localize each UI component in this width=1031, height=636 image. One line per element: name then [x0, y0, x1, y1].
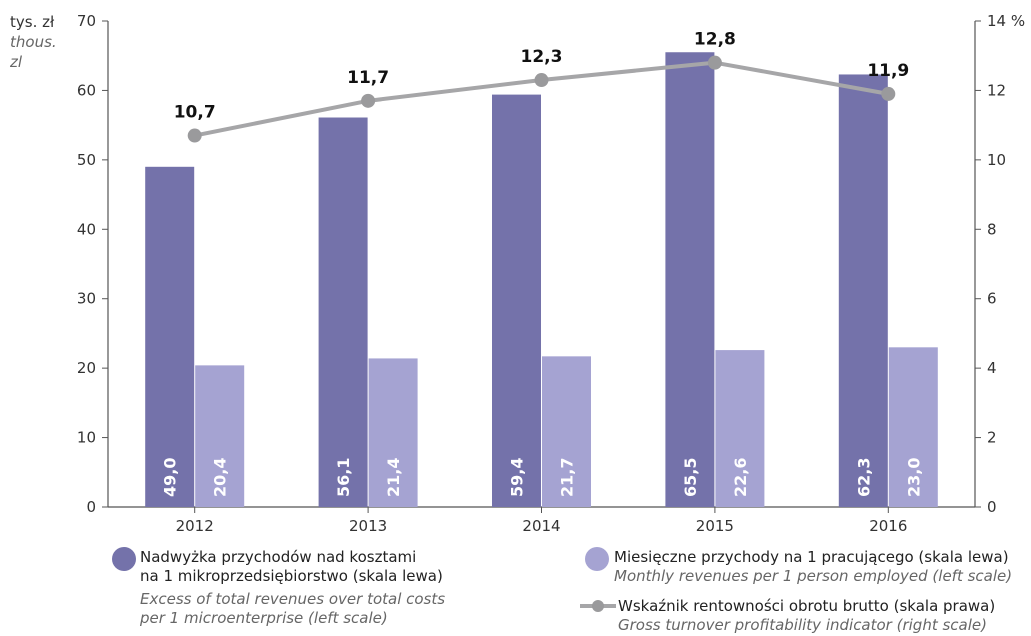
bar-surplus	[665, 52, 715, 507]
legend-monthly-en: Monthly revenues per 1 person employed (…	[614, 567, 1013, 585]
bar-monthly-label: 22,6	[731, 458, 750, 497]
bar-surplus-label: 49,0	[161, 458, 180, 497]
profitability-label: 11,7	[347, 68, 389, 88]
legend-profitability-en: Gross turnover profitability indicator (…	[618, 616, 987, 634]
legend-surplus-pl-1: Nadwyżka przychodów nad kosztami	[140, 548, 417, 566]
bar-surplus	[492, 94, 541, 507]
profitability-point	[881, 86, 896, 101]
right-tick-label: 6	[987, 290, 997, 308]
bar-monthly	[368, 358, 418, 507]
bar-monthly	[542, 356, 591, 507]
profitability-point	[187, 128, 202, 143]
right-tick-label: 8	[987, 220, 997, 238]
left-unit-en-1: thous.	[10, 33, 57, 51]
bar-surplus	[318, 117, 368, 508]
x-tick-label: 2014	[522, 517, 560, 535]
bar-monthly-label: 21,4	[384, 458, 403, 497]
bar-monthly	[195, 365, 245, 507]
x-tick-label: 2016	[869, 517, 907, 535]
bar-surplus	[838, 74, 888, 508]
legend-item-monthly: Miesięczne przychody na 1 pracującego (s…	[614, 548, 1012, 586]
legend-surplus-pl-2: na 1 mikroprzedsiębiorstwo (skala lewa)	[140, 567, 443, 585]
legend-monthly-pl: Miesięczne przychody na 1 pracującego (s…	[614, 548, 1009, 566]
bar-monthly-label: 23,0	[904, 458, 923, 497]
right-tick-label: 2	[987, 429, 997, 447]
legend-swatch-profitability	[580, 600, 616, 612]
legend-surplus-en-1: Excess of total revenues over total cost…	[140, 590, 446, 608]
bar-monthly	[715, 350, 765, 507]
profitability-label: 11,9	[867, 61, 909, 81]
legend-item-profitability: Wskaźnik rentowności obrotu brutto (skal…	[618, 597, 995, 635]
left-tick-label: 50	[77, 151, 96, 169]
profitability-point	[534, 73, 549, 88]
left-tick-label: 70	[77, 12, 96, 30]
bar-surplus-label: 59,4	[508, 458, 527, 497]
right-tick-label: 0	[987, 498, 997, 516]
left-tick-label: 30	[77, 290, 96, 308]
profitability-label: 12,3	[521, 47, 563, 67]
legend-item-surplus: Nadwyżka przychodów nad kosztami na 1 mi…	[140, 548, 445, 628]
left-unit-en-2: zl	[10, 53, 23, 71]
left-unit-pl: tys. zł	[10, 13, 55, 31]
x-tick-label: 2012	[176, 517, 214, 535]
profitability-point	[707, 55, 722, 70]
profitability-point	[361, 93, 376, 108]
bar-surplus-label: 65,5	[681, 458, 700, 497]
bar-surplus-label: 56,1	[334, 458, 353, 497]
right-tick-label: 10	[987, 151, 1006, 169]
x-tick-label: 2015	[696, 517, 734, 535]
left-tick-label: 60	[77, 81, 96, 99]
left-axis-unit: tys. zł thous. zl	[10, 12, 57, 72]
left-tick-label: 20	[77, 359, 96, 377]
x-tick-label: 2013	[349, 517, 387, 535]
profitability-label: 10,7	[174, 103, 216, 123]
bar-monthly-label: 21,7	[558, 458, 577, 497]
right-tick-label: 14 %	[987, 12, 1025, 30]
bar-monthly-label: 20,4	[211, 458, 230, 497]
legend-swatch-surplus	[112, 547, 136, 571]
left-tick-label: 10	[77, 429, 96, 447]
left-tick-label: 40	[77, 220, 96, 238]
right-tick-label: 4	[987, 359, 997, 377]
right-tick-label: 12	[987, 81, 1006, 99]
legend-surplus-en-2: per 1 microenterprise (left scale)	[140, 609, 388, 627]
bar-surplus	[145, 166, 195, 508]
bar-surplus-label: 62,3	[854, 458, 873, 497]
legend-profitability-pl: Wskaźnik rentowności obrotu brutto (skal…	[618, 597, 996, 615]
left-tick-label: 0	[86, 498, 96, 516]
legend-swatch-monthly	[585, 547, 609, 571]
bar-monthly	[888, 347, 938, 507]
profitability-label: 12,8	[694, 30, 736, 50]
